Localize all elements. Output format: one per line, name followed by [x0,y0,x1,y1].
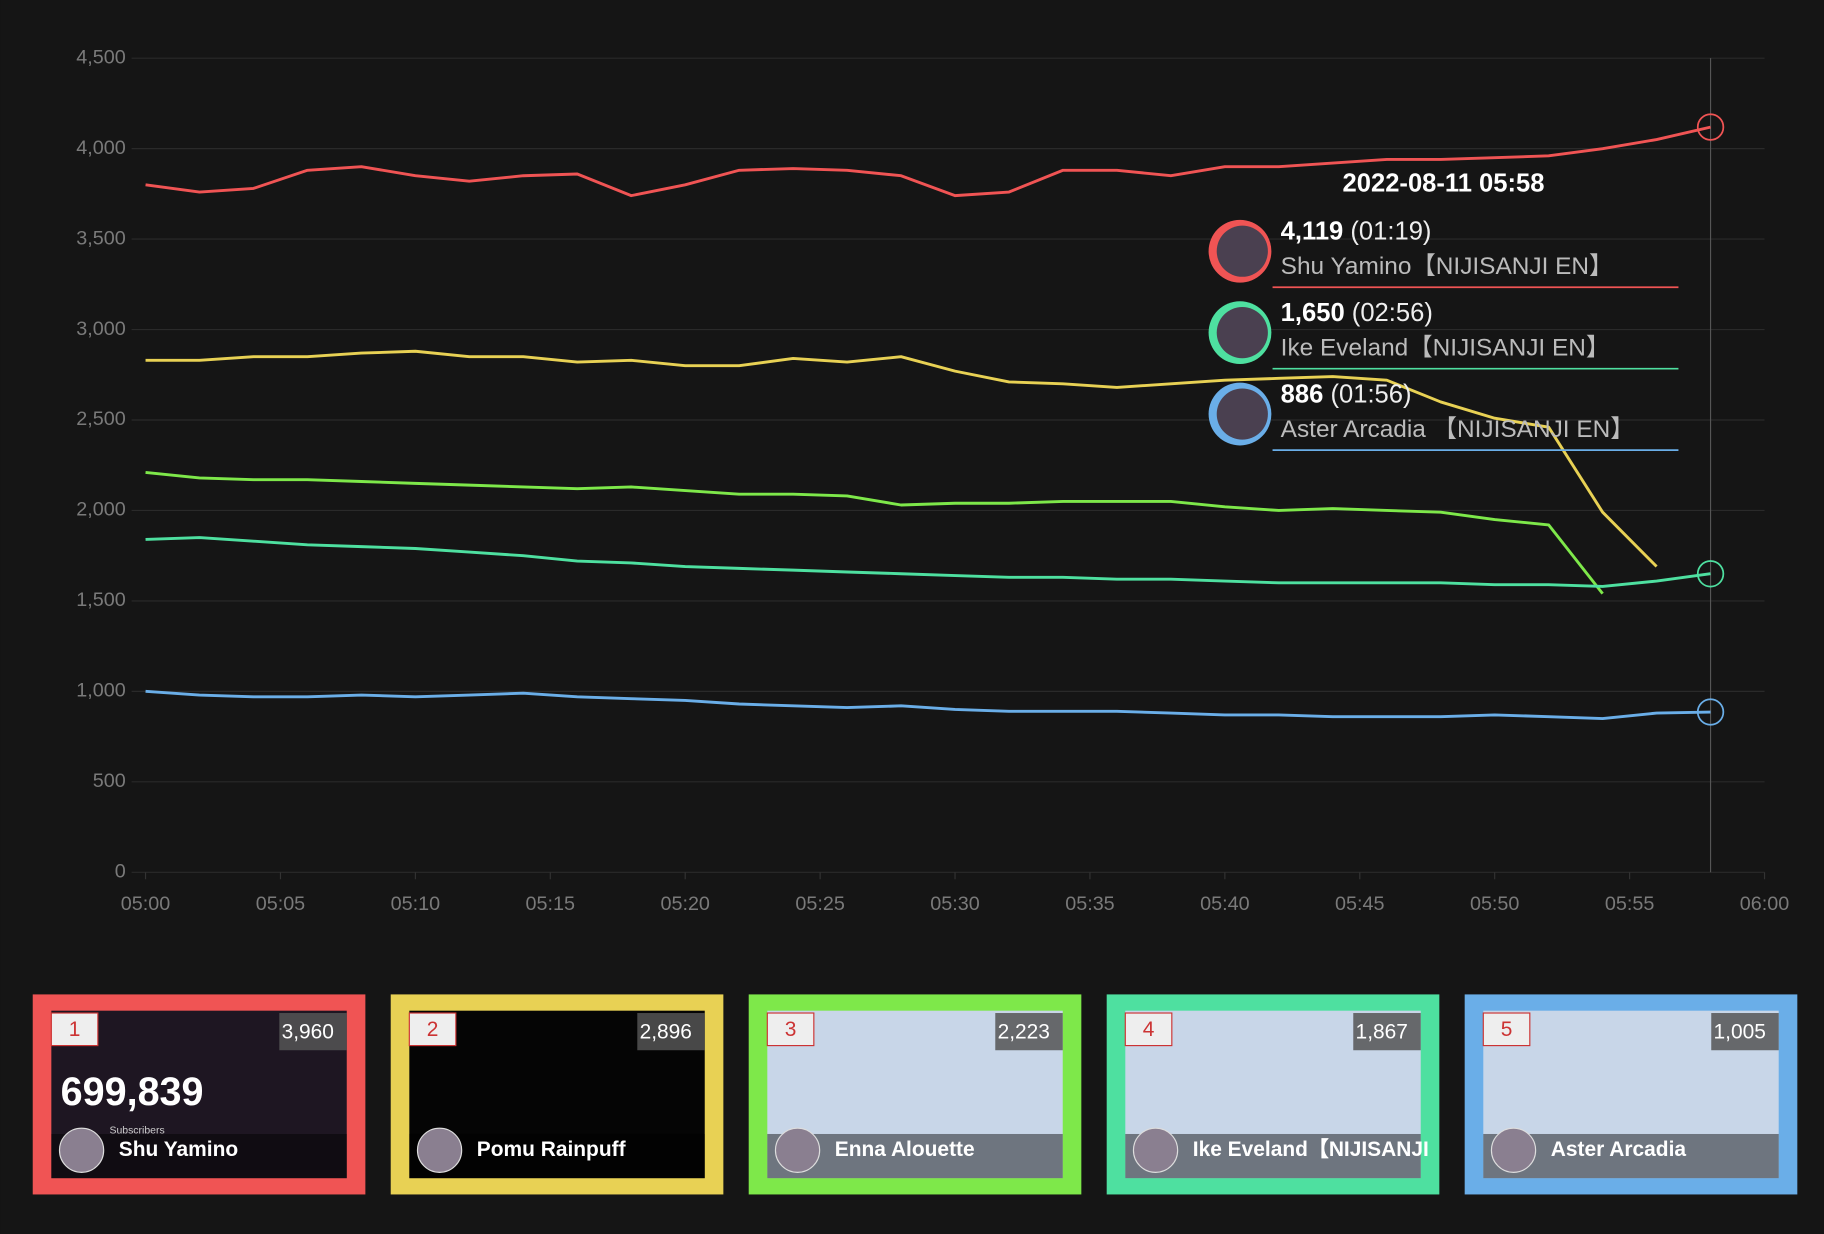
card-value: 2,223 [998,1020,1050,1043]
tooltip-value: 886 [1281,380,1324,408]
y-tick-label: 2,000 [76,499,125,521]
x-tick-label: 05:55 [1605,893,1654,915]
y-tick-label: 500 [93,770,126,792]
card-value: 2,896 [640,1020,692,1043]
card-value: 1,867 [1356,1020,1408,1043]
x-tick-label: 05:40 [1200,893,1249,915]
series-line [145,349,1658,568]
x-tick-label: 05:05 [256,893,305,915]
avatar [1216,307,1268,359]
x-tick-label: 05:50 [1470,893,1519,915]
x-tick-label: 05:00 [121,893,170,915]
card-avatar [416,1127,463,1173]
card-name: Enna Alouette [835,1138,975,1161]
avatar [1216,225,1268,277]
value-badge [1711,1013,1779,1051]
y-tick-label: 1,000 [76,680,125,702]
tooltip-duration: (02:56) [1352,299,1433,327]
value-badge [995,1013,1063,1051]
hover-point [1696,698,1725,726]
tooltip-duration: (01:56) [1330,380,1411,408]
value-badge [1353,1013,1421,1051]
rank-box [1124,1012,1173,1047]
tooltip-value-line: 886 (01:56) [1281,380,1412,408]
rank-box [1482,1012,1531,1047]
y-tick-label: 0 [115,861,126,883]
x-tick-label: 05:25 [795,893,844,915]
x-tick-label: 05:10 [391,893,440,915]
rank: 1 [69,1018,81,1041]
tooltip-title: 2022-08-11 05:58 [1343,170,1545,198]
card-avatar [1132,1127,1179,1173]
card-value: 3,960 [282,1020,334,1043]
card-avatar [58,1127,105,1173]
x-tick-label: 05:35 [1065,893,1114,915]
y-tick-label: 4,500 [76,46,125,68]
series-line [145,125,1711,198]
streamer-card: 2 2,896 Pomu Rainpuff [390,994,724,1195]
y-tick-label: 3,500 [76,227,125,249]
card-name: Ike Eveland【NIJISANJI [1193,1138,1429,1161]
series-line [145,536,1711,588]
y-tick-label: 4,000 [76,137,125,159]
rank-box [408,1012,457,1047]
rank: 3 [785,1018,797,1041]
x-tick-label: 05:30 [930,893,979,915]
x-tick-label: 05:45 [1335,893,1384,915]
streamer-card: 1 3,960 Shu Yamino 699,839 Subscribers [32,994,366,1195]
rank-box [766,1012,815,1047]
y-tick-label: 2,500 [76,408,125,430]
x-tick-label: 05:15 [526,893,575,915]
tooltip-value: 4,119 [1281,217,1344,245]
series-line [145,470,1604,595]
tooltip-name: Shu Yamino【NIJISANJI EN】 [1281,253,1614,280]
rank-box [50,1012,99,1047]
tooltip-name: Aster Arcadia 【NIJISANJI EN】 [1281,416,1635,443]
streamer-card: 3 2,223 Enna Alouette [748,994,1082,1195]
avatar [1216,388,1268,440]
tooltip-value: 1,650 [1281,299,1345,327]
card-avatar [774,1127,821,1173]
x-tick-label: 06:00 [1740,893,1789,915]
tooltip-value-line: 1,650 (02:56) [1281,299,1433,327]
series-line [145,689,1711,720]
hover-point [1696,560,1725,588]
subscriber-count: 699,839 [61,1070,204,1114]
card-value: 1,005 [1714,1020,1766,1043]
subscriber-label: Subscribers [109,1125,164,1136]
rank: 4 [1143,1018,1155,1041]
streamer-card: 5 1,005 Aster Arcadia [1464,994,1798,1195]
card-name: Shu Yamino [119,1138,238,1161]
tooltip: 2022-08-11 05:58 4,119 (01:19) Shu Yamino【… [1208,170,1679,451]
card-name: Pomu Rainpuff [477,1138,627,1161]
x-tick-label: 05:20 [660,893,709,915]
y-tick-label: 3,000 [76,318,125,340]
card-name: Aster Arcadia [1551,1138,1687,1161]
rank: 5 [1501,1018,1513,1041]
tooltip-value-line: 4,119 (01:19) [1281,217,1432,245]
tooltip-duration: (01:19) [1350,217,1431,245]
tooltip-name: Ike Eveland【NIJISANJI EN】 [1281,334,1611,361]
card-avatar [1490,1127,1537,1173]
y-tick-label: 1,500 [76,589,125,611]
rank: 2 [427,1018,439,1041]
streamer-card: 4 1,867 Ike Eveland【NIJISANJI [1106,994,1440,1195]
value-badge [637,1013,705,1051]
hover-point [1696,113,1725,141]
value-badge [279,1013,347,1051]
